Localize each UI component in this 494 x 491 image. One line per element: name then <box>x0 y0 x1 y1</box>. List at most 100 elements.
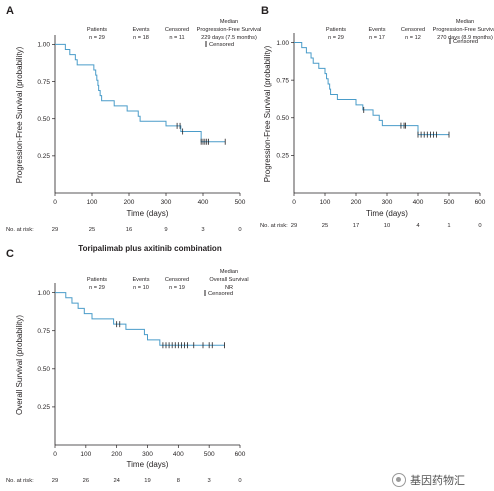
summary-header: Patients <box>87 27 107 33</box>
summary-header: Censored <box>165 277 189 283</box>
chart-title: Toripalimab plus axitinib combination <box>78 244 222 253</box>
risk-count: 25 <box>89 227 95 233</box>
x-tick-label: 400 <box>173 451 184 458</box>
km-curve-0 <box>55 43 226 143</box>
summary-value: n = 17 <box>369 35 385 41</box>
y-tick-label: 0.50 <box>37 366 50 373</box>
risk-count: 9 <box>164 227 167 233</box>
y-tick-label: 1.00 <box>276 40 289 47</box>
km-curve-0 <box>55 292 225 346</box>
y-tick-label: 0.75 <box>276 77 289 84</box>
y-tick-label: 0.50 <box>276 115 289 122</box>
x-tick-label: 500 <box>235 199 246 206</box>
y-tick-label: 0.50 <box>37 116 50 123</box>
watermark: 基因药物汇 <box>392 472 465 488</box>
risk-count: 29 <box>291 223 297 229</box>
x-tick-label: 0 <box>53 451 57 458</box>
risk-count: 29 <box>52 478 58 484</box>
x-tick-label: 600 <box>235 451 246 458</box>
y-tick-label: 0.25 <box>37 153 50 160</box>
summary-header: Events <box>368 27 385 33</box>
summary-header: Median <box>456 19 474 25</box>
y-tick-label: 0.75 <box>37 79 50 86</box>
censor-legend-label: Censored <box>453 39 478 45</box>
summary-header: Patients <box>326 27 346 33</box>
summary-value: n = 29 <box>89 35 105 41</box>
risk-label: No. at risk: <box>6 478 34 484</box>
panel-label: A <box>6 5 14 17</box>
summary-header: Progression-Free Survival <box>197 27 262 33</box>
risk-count: 17 <box>353 223 359 229</box>
y-tick-label: 0.25 <box>37 404 50 411</box>
watermark-text: 基因药物汇 <box>410 474 465 487</box>
summary-header: Patients <box>87 277 107 283</box>
censor-legend-label: Censored <box>209 42 234 48</box>
x-tick-label: 400 <box>198 199 209 206</box>
summary-header: Overall Survival <box>209 277 248 283</box>
panel-label: B <box>261 5 269 17</box>
y-tick-label: 0.75 <box>37 328 50 335</box>
x-axis-label: Time (days) <box>366 209 408 218</box>
risk-count: 8 <box>177 478 180 484</box>
summary-value: NR <box>225 285 233 291</box>
summary-header: Censored <box>165 27 189 33</box>
risk-label: No. at risk: <box>260 223 288 229</box>
x-axis-label: Time (days) <box>127 209 169 218</box>
panel-label: C <box>6 248 14 260</box>
summary-header: Events <box>132 277 149 283</box>
x-tick-label: 600 <box>475 199 486 206</box>
x-tick-label: 100 <box>80 451 91 458</box>
risk-count: 26 <box>83 478 89 484</box>
risk-count: 0 <box>478 223 481 229</box>
summary-value: n = 11 <box>169 35 184 41</box>
summary-header: Median <box>220 269 238 275</box>
x-tick-label: 100 <box>87 199 98 206</box>
chart-panel-a: A Patients n = 29 Events n = 18 Censored n = 1… <box>6 5 261 233</box>
x-tick-label: 0 <box>53 199 57 206</box>
censor-legend-label: Censored <box>208 291 233 297</box>
risk-count: 0 <box>238 227 241 233</box>
risk-count: 19 <box>144 478 150 484</box>
x-tick-label: 400 <box>413 199 424 206</box>
x-tick-label: 100 <box>320 199 331 206</box>
x-tick-label: 300 <box>161 199 172 206</box>
x-tick-label: 200 <box>351 199 362 206</box>
risk-count: 1 <box>447 223 450 229</box>
risk-count: 0 <box>238 478 241 484</box>
summary-header: Progression-Free Survival <box>433 27 494 33</box>
summary-header: Censored <box>401 27 425 33</box>
summary-value: n = 12 <box>405 35 421 41</box>
y-axis-label: Progression-Free Survival (probability) <box>263 45 272 182</box>
summary-value: n = 29 <box>328 35 344 41</box>
wechat-icon <box>392 473 406 487</box>
summary-header: Events <box>132 27 149 33</box>
summary-value: n = 19 <box>169 285 185 291</box>
risk-count: 16 <box>126 227 132 233</box>
km-curve-0 <box>294 42 449 136</box>
risk-count: 3 <box>208 478 211 484</box>
y-axis-label: Progression-Free Survival (probability) <box>15 46 24 183</box>
summary-value: n = 29 <box>89 285 105 291</box>
chart-panel-c: C Toripalimab plus axitinib combination Pa… <box>6 244 249 484</box>
x-axis-label: Time (days) <box>127 460 169 469</box>
summary-header: Median <box>220 19 238 25</box>
risk-count: 4 <box>416 223 420 229</box>
summary-value: n = 10 <box>133 285 149 291</box>
x-tick-label: 300 <box>382 199 393 206</box>
y-axis-label: Overall Survival (probability) <box>15 315 24 415</box>
risk-count: 24 <box>113 478 120 484</box>
chart-panel-b: B Patients n = 29 Events n = 17 Censored n = 1… <box>260 5 494 229</box>
risk-label: No. at risk: <box>6 227 34 233</box>
x-tick-label: 500 <box>444 199 455 206</box>
x-tick-label: 200 <box>124 199 135 206</box>
x-tick-label: 200 <box>111 451 122 458</box>
y-tick-label: 1.00 <box>37 290 50 297</box>
x-tick-label: 500 <box>204 451 215 458</box>
risk-count: 29 <box>52 227 58 233</box>
x-tick-label: 0 <box>292 199 296 206</box>
summary-value: 229 days (7.5 months) <box>201 35 257 41</box>
risk-count: 25 <box>322 223 328 229</box>
summary-value: n = 18 <box>133 35 149 41</box>
risk-count: 3 <box>201 227 204 233</box>
